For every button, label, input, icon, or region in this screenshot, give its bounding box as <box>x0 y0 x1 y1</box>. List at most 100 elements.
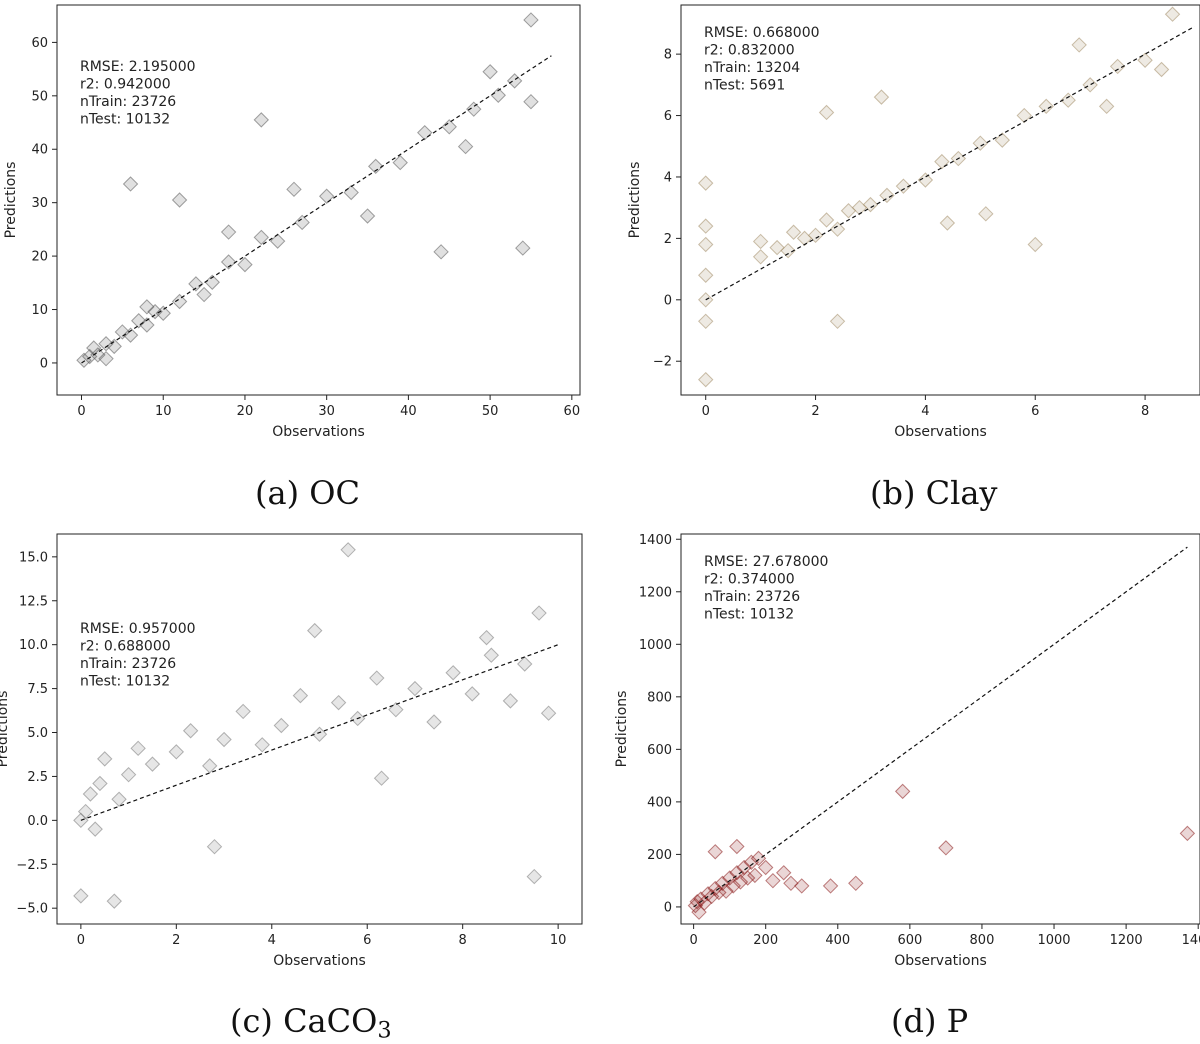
data-point <box>729 865 745 881</box>
y-tick-label: 4 <box>664 170 672 185</box>
plot-frame <box>680 533 1200 925</box>
x-tick-label: 1000 <box>1037 933 1070 948</box>
data-point <box>691 904 707 920</box>
data-point <box>822 878 839 894</box>
data-point <box>829 313 846 330</box>
data-point <box>307 622 323 639</box>
stats-annotation: RMSE: 2.195000 <box>80 59 196 75</box>
y-tick-label: 0.0 <box>27 814 48 829</box>
data-point <box>392 154 408 171</box>
data-point <box>938 840 954 856</box>
stats-annotation: r2: 0.374000 <box>704 572 795 588</box>
data-point <box>794 878 810 894</box>
x-tick-label: 2 <box>811 404 819 419</box>
y-axis-label: Predictions <box>627 162 643 239</box>
y-tick-label: 60 <box>31 36 48 51</box>
data-point <box>433 244 449 260</box>
data-point <box>97 751 113 767</box>
data-point <box>294 214 310 231</box>
data-point <box>732 874 749 890</box>
stats-annotation: nTrain: 13204 <box>704 60 800 76</box>
data-point <box>90 347 106 363</box>
x-tick-label: 0 <box>702 404 710 419</box>
caption-d: (d) P <box>891 1002 969 1040</box>
stats-annotation: nTest: 5691 <box>704 78 785 94</box>
x-axis-label: Observations <box>894 424 987 440</box>
data-point <box>729 838 745 855</box>
data-point <box>698 236 714 253</box>
y-tick-label: 600 <box>647 743 672 758</box>
data-point <box>311 726 328 742</box>
stats-annotation: nTest: 10132 <box>704 607 794 623</box>
x-axis-label: Observations <box>894 953 987 969</box>
data-point <box>273 717 290 734</box>
data-point <box>523 12 539 28</box>
data-point <box>895 178 912 194</box>
data-point <box>707 844 723 860</box>
x-tick-label: 60 <box>564 404 581 419</box>
y-tick-label: 8 <box>664 48 672 63</box>
data-point <box>739 870 756 886</box>
data-point <box>757 859 774 876</box>
data-point <box>807 227 824 244</box>
data-point <box>523 93 539 110</box>
x-tick-label: 800 <box>970 933 995 948</box>
data-point <box>780 242 796 259</box>
data-point <box>1137 52 1153 68</box>
x-axis-label: Observations <box>272 424 365 440</box>
x-tick-label: 600 <box>897 933 922 948</box>
x-tick-label: 4 <box>268 933 276 948</box>
data-point <box>502 693 519 709</box>
data-point <box>743 854 759 870</box>
points-c <box>73 542 557 909</box>
data-point <box>426 714 442 730</box>
data-point <box>752 249 769 265</box>
y-tick-label: −2.5 <box>16 858 48 873</box>
y-tick-label: 2 <box>664 232 672 247</box>
y-tick-label: 400 <box>647 795 672 810</box>
data-point <box>917 172 934 188</box>
reference-line <box>80 644 559 821</box>
x-tick-label: 400 <box>825 933 850 948</box>
data-point <box>369 670 385 686</box>
y-tick-label: −2 <box>653 355 672 370</box>
data-point <box>407 680 423 697</box>
data-point <box>783 875 799 892</box>
data-point <box>206 838 223 855</box>
data-point <box>254 737 270 753</box>
x-tick-label: 0 <box>77 933 85 948</box>
data-point <box>765 872 781 889</box>
y-tick-label: 800 <box>647 690 672 705</box>
stats-annotation: RMSE: 27.678000 <box>704 554 828 570</box>
data-point <box>785 224 802 240</box>
caption-b: (b) Clay <box>870 474 998 512</box>
data-point <box>388 701 404 718</box>
data-point <box>939 215 956 231</box>
data-point <box>978 206 994 222</box>
data-point <box>851 199 868 216</box>
data-point <box>972 135 989 151</box>
data-point <box>515 240 531 256</box>
data-point <box>698 267 714 283</box>
data-point <box>689 893 705 910</box>
data-point <box>1153 61 1170 78</box>
data-point <box>506 73 523 89</box>
data-point <box>457 138 474 155</box>
data-point <box>698 371 714 388</box>
data-point <box>120 766 137 783</box>
data-point <box>464 686 480 702</box>
data-point <box>848 875 864 892</box>
data-point <box>188 276 204 292</box>
x-tick-label: 1400 <box>1182 933 1200 948</box>
data-point <box>818 104 835 121</box>
y-tick-label: 10 <box>31 303 48 318</box>
y-tick-label: 0 <box>664 900 672 915</box>
stats-annotation: nTrain: 23726 <box>80 94 176 110</box>
y-tick-label: 50 <box>31 89 48 104</box>
data-point <box>526 868 542 885</box>
caption-a: (a) OC <box>255 474 360 512</box>
plot-frame <box>56 4 581 396</box>
data-point <box>1060 92 1076 108</box>
data-point <box>171 293 188 310</box>
data-point <box>776 865 792 881</box>
